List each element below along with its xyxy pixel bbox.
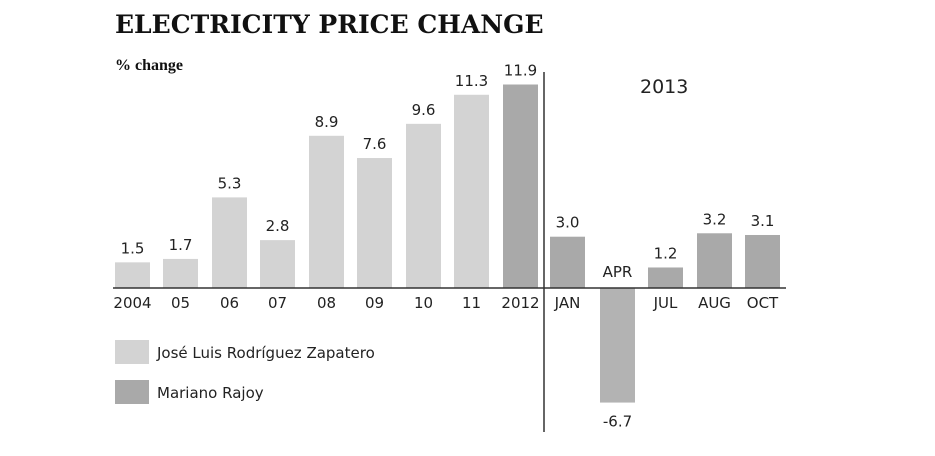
legend-label-rajoy: Mariano Rajoy xyxy=(157,384,264,402)
value-label-05: 1.7 xyxy=(169,236,193,254)
x-tick-label-06: 06 xyxy=(220,294,239,312)
legend-label-zapatero: José Luis Rodríguez Zapatero xyxy=(156,344,375,362)
bar-10 xyxy=(406,123,441,288)
bar-08 xyxy=(309,135,344,288)
value-label-OCT: 3.1 xyxy=(751,212,775,230)
bar-06 xyxy=(212,197,247,288)
bar-11 xyxy=(454,94,489,289)
x-tick-label-08: 08 xyxy=(317,294,336,312)
bar-07 xyxy=(260,240,295,288)
x-tick-label-2004: 2004 xyxy=(113,294,151,312)
bar-2004 xyxy=(115,262,150,288)
value-label-JAN: 3.0 xyxy=(556,214,580,232)
value-label-07: 2.8 xyxy=(266,217,290,235)
legend-swatch-zapatero xyxy=(115,340,149,364)
x-tick-label-AUG: AUG xyxy=(698,294,731,312)
legend: José Luis Rodríguez Zapatero Mariano Raj… xyxy=(115,340,375,404)
bar-APR xyxy=(600,288,635,403)
bar-09 xyxy=(357,158,392,288)
bar-AUG xyxy=(697,233,732,288)
chart-title: ELECTRICITY PRICE CHANGE xyxy=(115,10,544,39)
x-tick-label-JUL: JUL xyxy=(653,294,678,312)
x-tick-label-2012: 2012 xyxy=(501,294,539,312)
x-tick-label-05: 05 xyxy=(171,294,190,312)
x-tick-label-11: 11 xyxy=(462,294,481,312)
value-label-2004: 1.5 xyxy=(121,239,145,257)
value-label-APR: -6.7 xyxy=(603,413,632,431)
x-tick-label-09: 09 xyxy=(365,294,384,312)
value-label-2012: 11.9 xyxy=(504,62,537,80)
y-axis-label: % change xyxy=(115,57,183,74)
x-tick-label-07: 07 xyxy=(268,294,287,312)
x-tick-label-OCT: OCT xyxy=(747,294,779,312)
value-label-09: 7.6 xyxy=(363,135,387,153)
value-label-10: 9.6 xyxy=(412,101,436,119)
legend-swatch-rajoy xyxy=(115,380,149,404)
bar-OCT xyxy=(745,234,780,288)
value-label-08: 8.9 xyxy=(315,113,339,131)
value-label-AUG: 3.2 xyxy=(703,210,727,228)
bar-05 xyxy=(163,258,198,288)
bar-JAN xyxy=(550,236,585,288)
value-label-11: 11.3 xyxy=(455,72,488,90)
bar-2012 xyxy=(503,84,538,288)
section-label-2013: 2013 xyxy=(640,76,688,98)
x-tick-label-10: 10 xyxy=(414,294,433,312)
x-tick-label-APR: APR xyxy=(603,263,633,281)
bar-JUL xyxy=(648,267,683,288)
x-tick-label-JAN: JAN xyxy=(554,294,581,312)
value-label-JUL: 1.2 xyxy=(654,244,678,262)
value-label-06: 5.3 xyxy=(218,174,242,192)
